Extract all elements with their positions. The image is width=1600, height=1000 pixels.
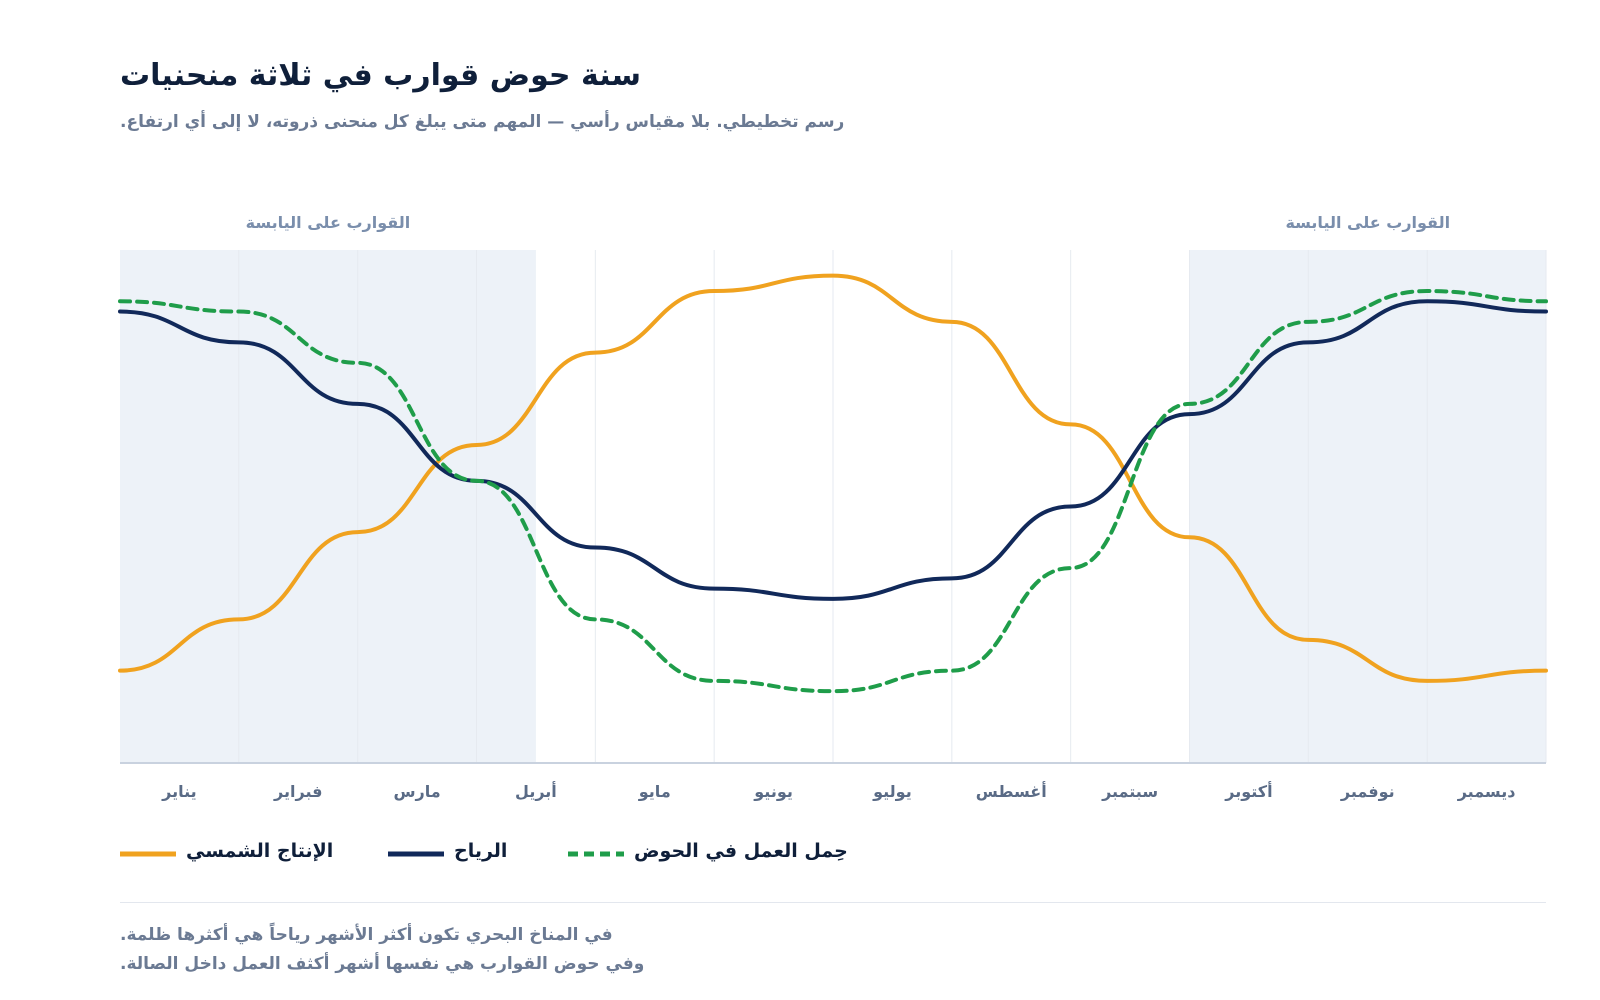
footnote-line-2: وفي حوض القوارب هي نفسها أشهر أكثف العمل… (120, 954, 645, 974)
legend-label-workload: حِمل العمل في الحوض (634, 840, 848, 862)
footnote-divider (120, 902, 1546, 903)
x-tick-label-10: أكتوبر (1224, 781, 1272, 801)
band-label-2: القوارب على اليابسة (1285, 213, 1450, 232)
footnote-line-1: في المناخ البحري تكون أكثر الأشهر رياحاً… (120, 925, 613, 945)
x-tick-label-3: مارس (393, 782, 440, 801)
chart-title: سنة حوض قوارب في ثلاثة منحنيات (120, 58, 641, 93)
x-tick-label-4: أبريل (515, 781, 557, 801)
x-tick-label-12: ديسمبر (1457, 782, 1516, 801)
x-tick-label-9: سبتمبر (1101, 782, 1158, 801)
series-line-solar (118, 273, 1548, 683)
x-tick-label-6: يونيو (753, 782, 793, 801)
series-line-wind (118, 299, 1548, 601)
x-tick-label-8: أغسطس (976, 781, 1047, 801)
x-tick-label-1: يناير (161, 782, 197, 801)
legend-swatch-solar (120, 851, 176, 857)
band-boats-on-land-2 (1189, 250, 1546, 763)
legend-swatch-workload (568, 851, 624, 857)
series-line-workload (118, 289, 1548, 694)
chart-subtitle: رسم تخطيطي. بلا مقياس رأسي — المهم متى ي… (120, 112, 845, 132)
legend-label-wind: الرياح (454, 840, 508, 862)
band-label-1: القوارب على اليابسة (246, 213, 411, 232)
x-tick-label-5: مايو (638, 782, 671, 801)
legend-swatch-wind (388, 851, 444, 857)
x-tick-label-7: يوليو (872, 782, 912, 801)
x-tick-label-2: فبراير (273, 782, 322, 801)
legend-label-solar: الإنتاج الشمسي (186, 840, 334, 862)
band-boats-on-land-1 (120, 250, 536, 763)
x-tick-label-11: نوفمبر (1340, 782, 1395, 801)
